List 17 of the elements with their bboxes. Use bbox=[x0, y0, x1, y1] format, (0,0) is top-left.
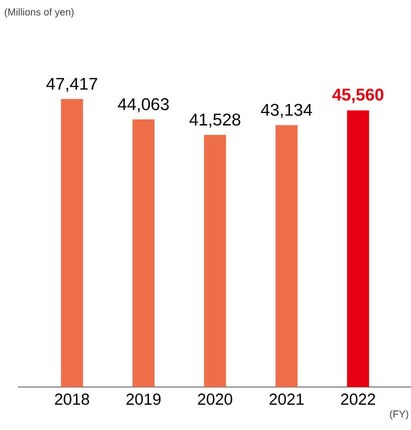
x-tick-label: 2021 bbox=[269, 394, 304, 405]
x-tick-label: 2019 bbox=[126, 394, 160, 405]
x-axis-title: (FY) bbox=[390, 410, 408, 420]
data-label: 41,528 bbox=[189, 114, 240, 128]
x-tick-label: 2020 bbox=[198, 394, 232, 405]
bar bbox=[132, 119, 154, 387]
data-label: 45,560 bbox=[332, 88, 384, 104]
bar bbox=[204, 134, 226, 387]
bar bbox=[275, 125, 298, 387]
data-label: 43,134 bbox=[260, 104, 312, 118]
bar bbox=[346, 110, 369, 387]
data-label: 44,063 bbox=[118, 98, 169, 112]
bar bbox=[60, 99, 83, 387]
x-tick-label: 2018 bbox=[54, 394, 89, 405]
x-tick-label: 2022 bbox=[340, 394, 375, 405]
data-label: 47,417 bbox=[46, 78, 97, 92]
text: (Millions of yen) bbox=[4, 8, 74, 18]
